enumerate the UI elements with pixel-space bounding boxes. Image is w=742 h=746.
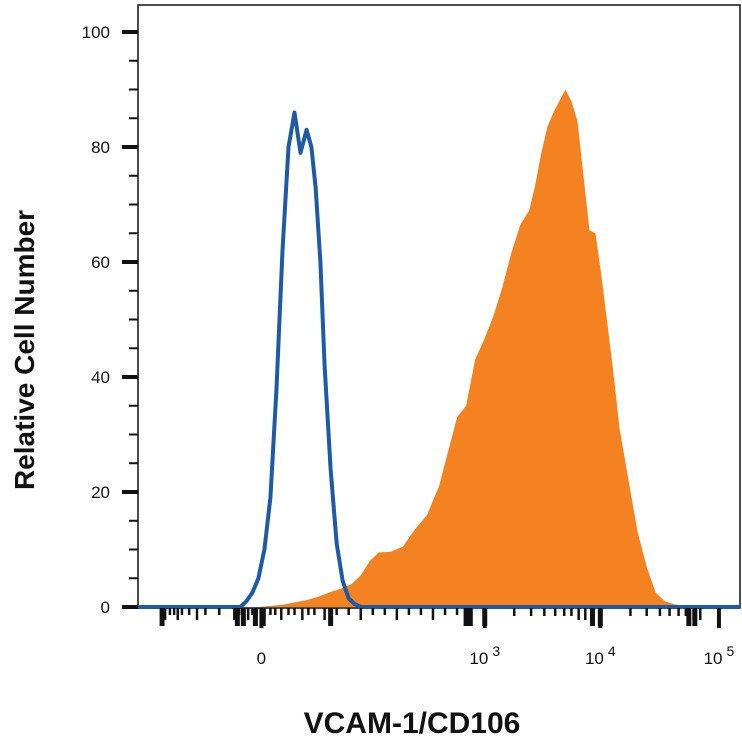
y-axis-title: Relative Cell Number: [9, 210, 40, 490]
x-axis-title: VCAM-1/CD106: [304, 707, 521, 740]
x-axis: 0 10 3 10 4 10 5: [159, 608, 735, 668]
y-tick-label: 60: [91, 253, 110, 272]
x-tick-label: 10 3: [469, 643, 500, 668]
y-axis: 0 20 40 60 80 100: [82, 23, 138, 617]
y-tick-label: 40: [91, 368, 110, 387]
y-tick-label: 0: [101, 598, 110, 617]
y-tick-label: 80: [91, 138, 110, 157]
y-tick-label: 20: [91, 483, 110, 502]
series-outline-0: [138, 110, 740, 609]
series-layer: [138, 89, 740, 609]
y-tick-label: 100: [82, 23, 110, 42]
x-tick-label: 10 5: [704, 643, 735, 668]
x-tick-label: 10 4: [585, 643, 616, 668]
x-tick-label: 0: [257, 649, 266, 668]
series-filled-0: [258, 89, 692, 607]
